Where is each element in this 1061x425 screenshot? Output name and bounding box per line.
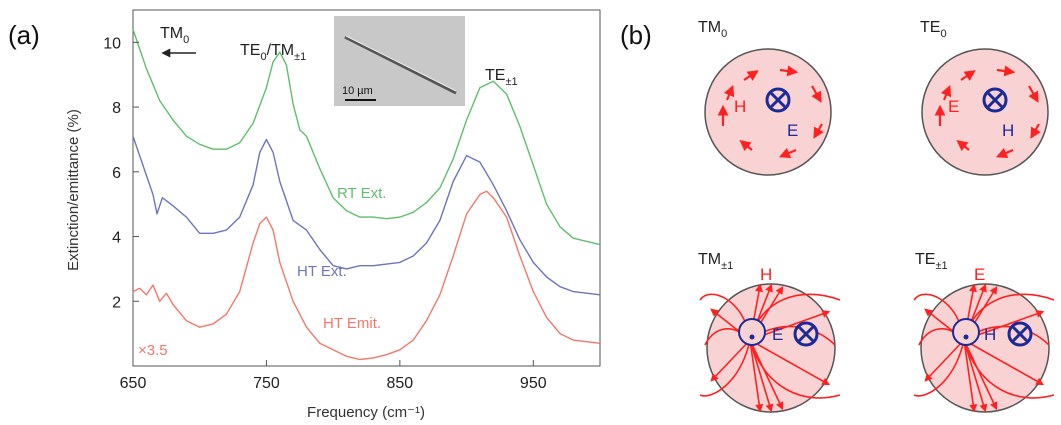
- te0-mode-title: TE0: [920, 19, 947, 40]
- tm0-inner-field-label: H: [734, 97, 746, 116]
- x-tick-label: 750: [253, 375, 280, 392]
- nanowire: [344, 35, 457, 95]
- te0-into-page-symbol: [982, 87, 1008, 113]
- tmpm-center-field-label: E: [772, 325, 783, 344]
- te0-center-field-label: H: [1002, 121, 1014, 140]
- tm0-mode-title: TM0: [698, 19, 727, 40]
- panel-a-label: (a): [8, 20, 40, 50]
- x-tick-label: 850: [387, 375, 414, 392]
- scale-bar-label: 10 µm: [342, 85, 373, 97]
- scale-factor-label: ×3.5: [138, 342, 168, 359]
- tmpm-disk: [706, 283, 836, 413]
- y-tick-label: 6: [112, 165, 121, 182]
- tepm-mode-diagram: TE±1 E H: [913, 251, 1055, 413]
- x-tick-label: 950: [520, 375, 547, 392]
- series-label-rt-ext: RT Ext.: [337, 185, 386, 202]
- te0-disk: [921, 48, 1049, 176]
- tm0-disk: [704, 48, 832, 176]
- y-tick-label: 8: [112, 100, 121, 117]
- y-tick-label: 2: [112, 294, 121, 311]
- x-axis-label: Frequency (cm⁻¹): [307, 404, 425, 421]
- tm0-mode-diagram: TM0 H E: [698, 19, 832, 176]
- nanowire-highlight: [345, 35, 457, 92]
- tepm-out-of-page-symbol: [952, 318, 980, 346]
- tmpm-mode-diagram: TM±1 H E: [698, 251, 841, 413]
- te0-mode-diagram: TE0 E H: [920, 19, 1049, 176]
- series-layer: [132, 29, 601, 361]
- tmpm-out-of-page-symbol: [738, 318, 766, 346]
- tepm-center-field-label: H: [984, 325, 996, 344]
- tm0-annotation: TM0: [160, 25, 189, 46]
- tm0-field-arrows: [717, 65, 824, 159]
- y-tick-label: 4: [112, 230, 121, 247]
- te0-inner-field-label: E: [948, 97, 959, 116]
- tepm-top-field-label: E: [974, 265, 985, 284]
- inset-micrograph: 10 µm: [334, 16, 465, 106]
- tmpm-mode-title: TM±1: [698, 251, 733, 272]
- te0-field-arrows: [934, 65, 1041, 159]
- y-tick-layer: 2 4 6 8 10: [103, 35, 139, 311]
- tmpm-top-field-label: H: [760, 265, 772, 284]
- series-label-ht-emit: HT Emit.: [323, 315, 381, 332]
- y-tick-label: 10: [103, 35, 121, 52]
- x-tick-layer: 650 750 850 950: [120, 360, 547, 392]
- series-label-ht-ext: HT Ext.: [297, 263, 347, 280]
- tepm-mode-title: TE±1: [915, 251, 948, 272]
- inset-background: [334, 16, 465, 106]
- panel-b-label: (b): [620, 20, 652, 50]
- te0-tm-annotation: TE0/TM±1: [240, 42, 306, 63]
- series-line-1: [132, 135, 601, 296]
- tm0-center-field-label: E: [787, 121, 798, 140]
- tm0-into-page-symbol: [765, 87, 791, 113]
- extinction-chart: 650 750 850 950 2 4 6 8 10 Extinction/emittance…: [65, 9, 601, 421]
- series-line-0: [132, 29, 601, 246]
- tepm-annotation: TE±1: [485, 67, 518, 88]
- series-line-2: [132, 190, 601, 361]
- tepm-disk: [920, 283, 1050, 413]
- y-axis-label: Extinction/emittance (%): [65, 109, 82, 271]
- x-tick-label: 650: [120, 375, 147, 392]
